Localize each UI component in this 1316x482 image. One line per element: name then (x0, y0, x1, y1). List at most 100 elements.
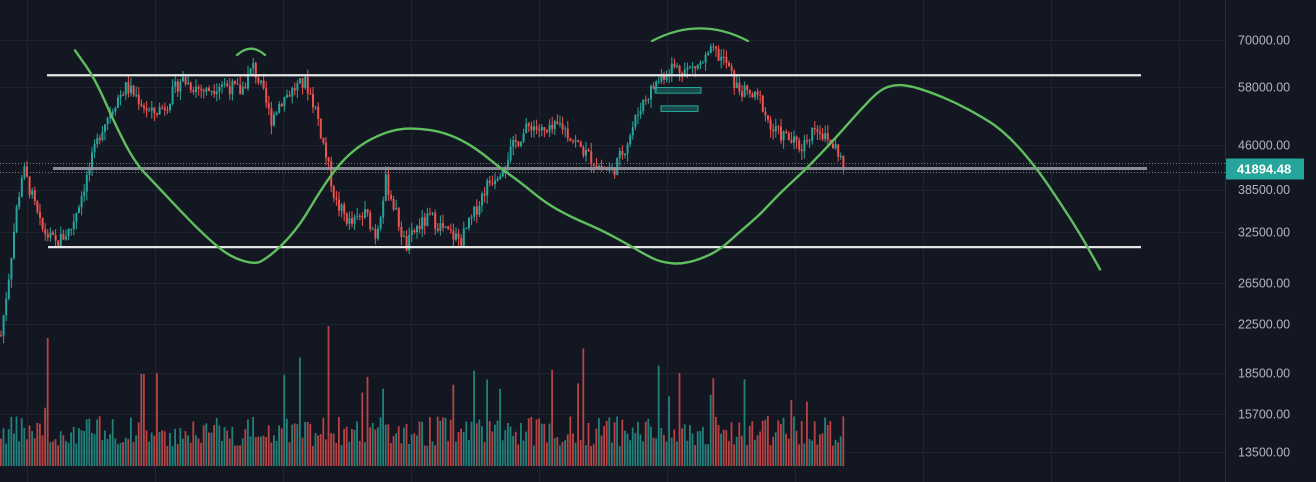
volume-bar (345, 426, 348, 466)
candle-body (75, 213, 78, 222)
volume-bar (182, 438, 184, 466)
volume-bar (806, 401, 808, 466)
price-axis-label: 32500.00 (1238, 226, 1290, 240)
candle-body (59, 233, 62, 247)
candle-body (670, 63, 673, 75)
candle-body (772, 129, 775, 132)
candle-body (223, 83, 226, 85)
candle-body (293, 88, 296, 91)
volume-bar (829, 421, 832, 466)
candle-body (551, 124, 554, 130)
volume-bar (156, 373, 158, 466)
candle-body (70, 228, 73, 230)
candle-body (299, 78, 301, 84)
candle-body (49, 232, 52, 238)
volume-bar (189, 442, 192, 466)
volume-bar (96, 419, 98, 466)
candle-body (553, 121, 556, 130)
candle-body (743, 85, 746, 97)
volume-bar (527, 418, 530, 466)
candle-body (509, 146, 512, 161)
volume-bar (748, 425, 751, 466)
candle-body (366, 209, 369, 213)
volume-bar (327, 326, 330, 466)
candle-body (686, 67, 689, 70)
volume-bar (382, 388, 384, 466)
volume-bar (793, 416, 795, 466)
volume-bar (605, 420, 608, 466)
volume-bar (348, 441, 351, 466)
candle-body (387, 174, 390, 195)
candle-body (735, 82, 738, 88)
candle-body (65, 236, 67, 240)
volume-bar (782, 417, 785, 466)
volume-bar (228, 438, 231, 466)
candle-body (696, 65, 699, 69)
volume-bar (746, 444, 748, 466)
volume-bar (286, 418, 288, 466)
volume-bar (127, 439, 130, 466)
candle-body (624, 153, 626, 156)
candle-body (288, 95, 291, 97)
volume-bar (572, 433, 574, 466)
volume-bar (787, 438, 790, 466)
candle-body (657, 81, 660, 83)
candle-body (652, 85, 655, 89)
candle-body (689, 66, 691, 68)
volume-bar (460, 428, 462, 466)
candle-body (761, 95, 764, 112)
volume-bar (0, 438, 2, 466)
volume-bar (811, 440, 813, 466)
volume-bar (712, 378, 715, 466)
volume-bar (660, 428, 663, 466)
candle-body (231, 81, 234, 95)
volume-bar (15, 416, 18, 466)
candle-body (702, 62, 704, 64)
volume-bar (603, 425, 605, 466)
candle-body (0, 335, 2, 337)
candle-body (377, 228, 379, 239)
volume-bar (650, 426, 652, 466)
volume-bar (369, 427, 371, 466)
candle-body (512, 139, 515, 147)
candle-body (816, 129, 819, 132)
volume-bar (288, 442, 291, 466)
volume-bar (33, 438, 36, 466)
candle-body (478, 205, 481, 215)
volume-bar (819, 434, 821, 466)
volume-bar (218, 425, 221, 466)
candle-body (20, 177, 23, 197)
volume-bar (166, 445, 169, 466)
volume-bar (509, 426, 512, 466)
candle-body (57, 240, 60, 247)
volume-bar (244, 429, 247, 466)
candle-body (782, 131, 785, 141)
drawings[interactable] (73, 27, 1102, 271)
candle-body (418, 225, 421, 230)
volume-bar (119, 442, 122, 466)
candle-body (421, 217, 424, 230)
candle-body (598, 166, 600, 168)
candle-body (114, 107, 117, 112)
candle-body (579, 141, 582, 147)
volume-bar (408, 443, 410, 466)
candle-body (91, 152, 93, 169)
volume-bar (473, 370, 475, 466)
volume-bar (699, 430, 702, 466)
volume-bar (309, 424, 312, 466)
volume-bar (530, 416, 533, 466)
candle-body (403, 236, 405, 238)
volume-bar (124, 437, 127, 466)
volume-bar (421, 421, 423, 466)
candle-body (163, 107, 166, 111)
price-axis[interactable]: 70000.00 58000.00 46000.00 38500.00 32500.00… (1225, 0, 1305, 482)
volume-bar (735, 436, 738, 466)
candle-body (348, 218, 351, 224)
volume-bar (387, 424, 390, 466)
candle-body (202, 90, 205, 92)
horizontal-levels[interactable] (0, 74, 1225, 249)
candle-body (728, 62, 730, 67)
volume-bar (28, 425, 31, 466)
